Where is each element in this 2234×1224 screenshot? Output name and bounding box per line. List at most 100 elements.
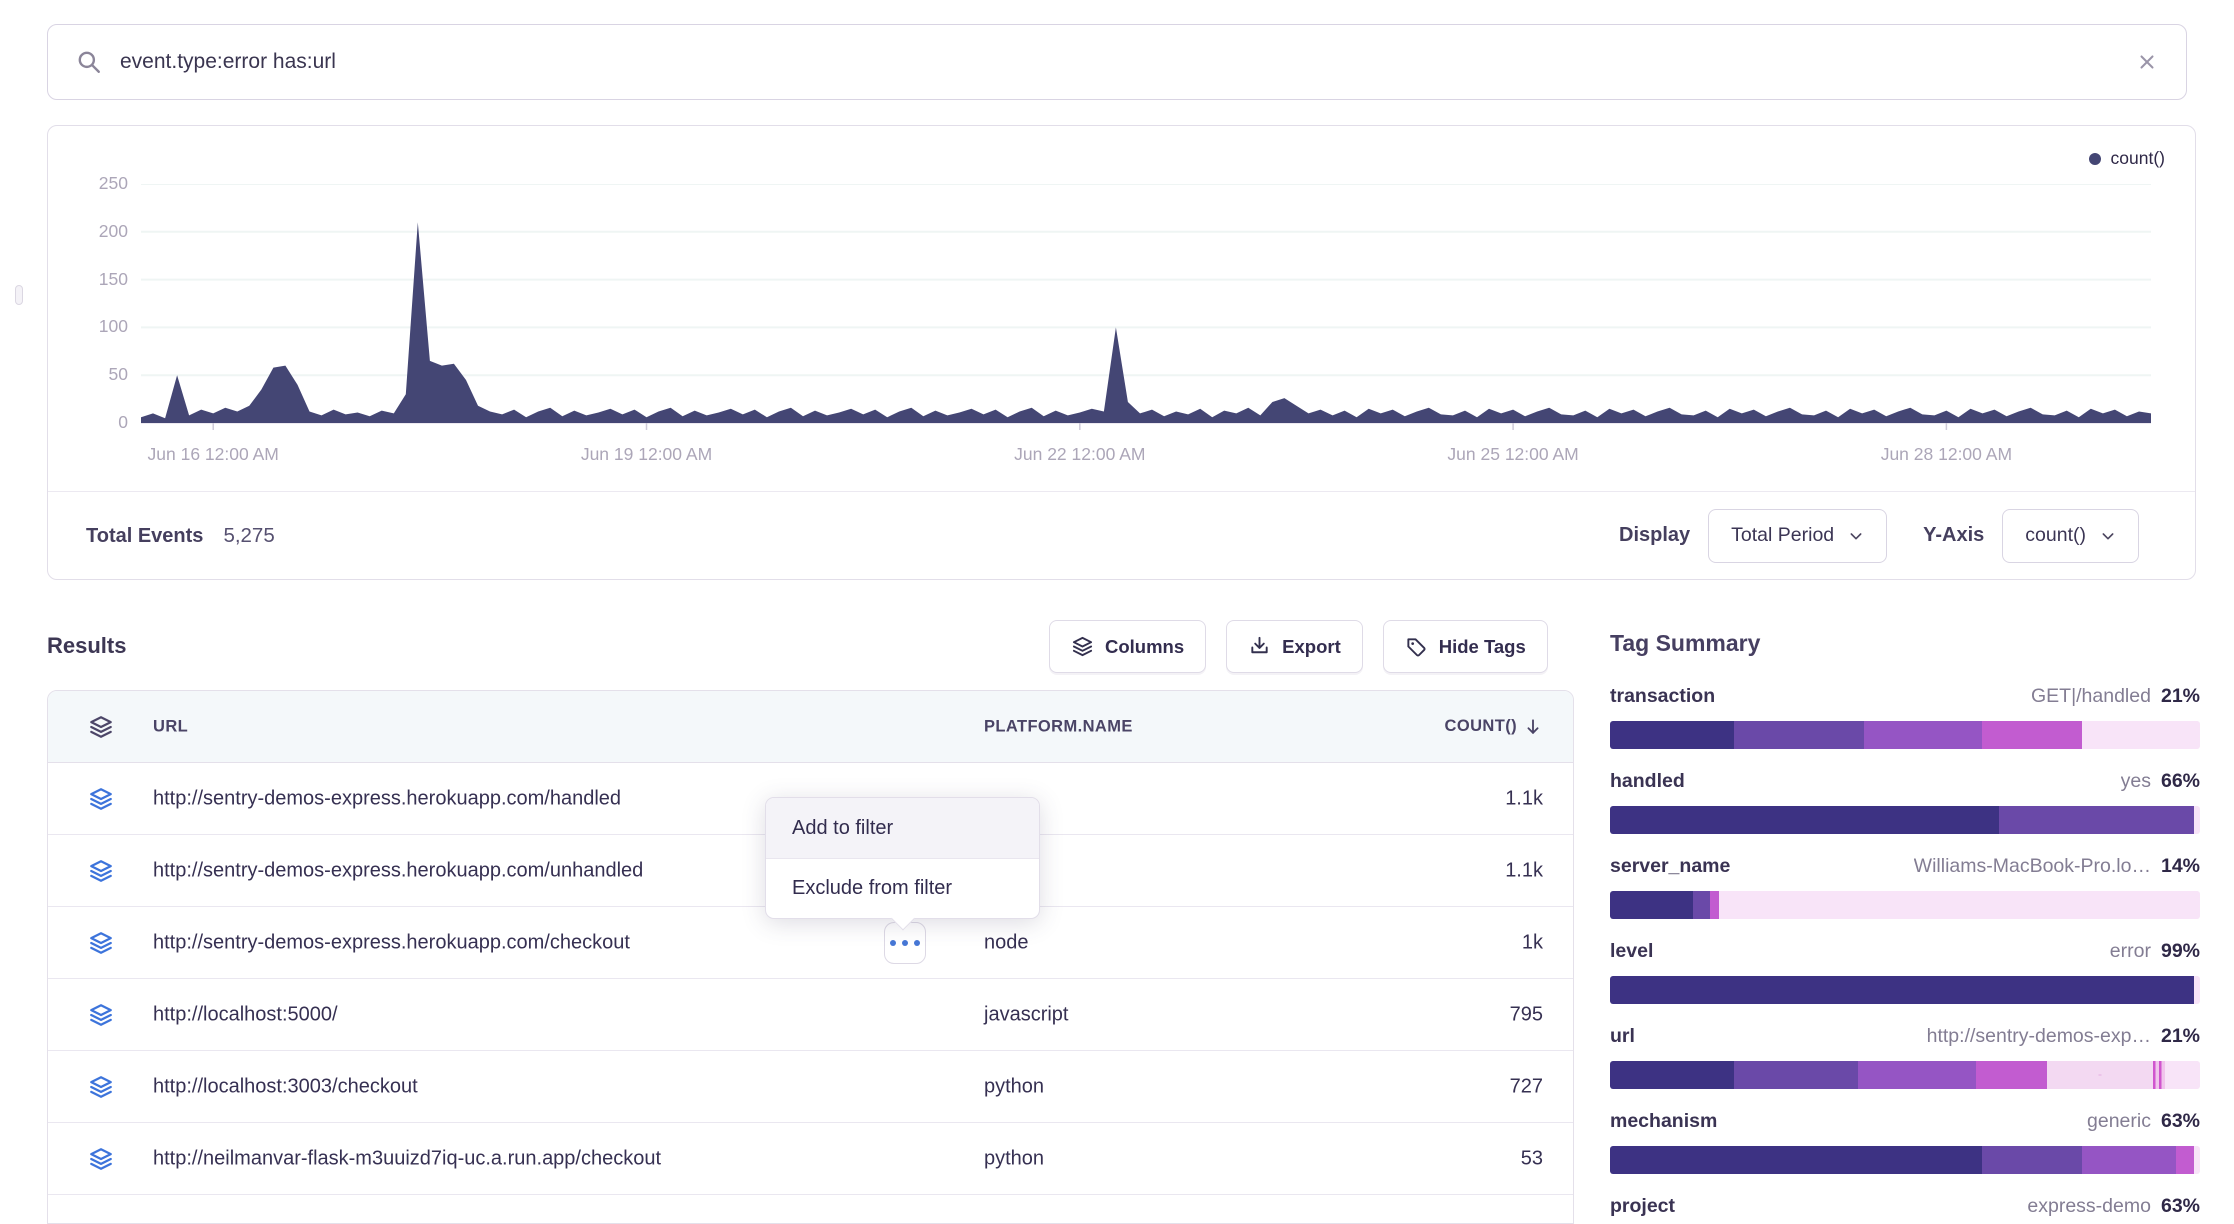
tag-bar-segment[interactable] bbox=[2165, 1061, 2200, 1089]
tag-percent: 21% bbox=[2161, 1025, 2200, 1048]
tag-bar-segment[interactable] bbox=[1710, 891, 1719, 919]
chart-footer: Total Events 5,275 Display Total Period … bbox=[48, 491, 2195, 579]
tag-bar-segment[interactable] bbox=[2176, 1146, 2194, 1174]
y-axis-tick-label: 100 bbox=[66, 316, 128, 337]
url-cell[interactable]: http://sentry-demos-express.herokuapp.co… bbox=[153, 787, 621, 810]
tag-bar-segment[interactable] bbox=[2194, 1146, 2200, 1174]
tag-distribution-bar[interactable] bbox=[1610, 1146, 2200, 1174]
tag-bar-segment[interactable] bbox=[1976, 1061, 2047, 1089]
tag-name: level bbox=[1610, 940, 1653, 963]
menu-item-add-to-filter[interactable]: Add to filter bbox=[766, 798, 1039, 858]
total-events-label: Total Events bbox=[86, 525, 203, 548]
tag-top-value: error bbox=[2110, 940, 2151, 963]
sort-desc-icon bbox=[1523, 717, 1543, 737]
tag-bar-segment[interactable] bbox=[1719, 891, 2200, 919]
tag-bar-segment[interactable] bbox=[1858, 1061, 1976, 1089]
tag-bar-segment[interactable] bbox=[1610, 721, 1734, 749]
columns-button[interactable]: Columns bbox=[1049, 620, 1206, 673]
search-bar[interactable] bbox=[47, 24, 2187, 100]
platform-cell: python bbox=[984, 1147, 1044, 1170]
table-row[interactable]: http://localhost:5000/ javascript 795 bbox=[48, 979, 1573, 1051]
tag-bar-segment[interactable] bbox=[1610, 1146, 1982, 1174]
drilldown-stack-icon[interactable] bbox=[88, 1146, 114, 1172]
x-axis-tick-label: Jun 28 12:00 AM bbox=[1881, 444, 2012, 465]
tag-bar-segment[interactable] bbox=[1982, 1146, 2082, 1174]
clear-search-icon[interactable] bbox=[2136, 51, 2158, 73]
y-axis-tick-label: 50 bbox=[66, 364, 128, 385]
tag-distribution-bar[interactable] bbox=[1610, 976, 2200, 1004]
tag-summary: Tag Summary transaction GET|/handled21% … bbox=[1610, 630, 2200, 1224]
tag-distribution-bar[interactable] bbox=[1610, 721, 2200, 749]
drilldown-stack-icon[interactable] bbox=[88, 1002, 114, 1028]
tag-bar-segment[interactable] bbox=[2194, 976, 2200, 1004]
y-axis-tick-label: 150 bbox=[66, 269, 128, 290]
tag-icon bbox=[1405, 635, 1428, 658]
layers-icon bbox=[1071, 635, 1094, 658]
yaxis-dropdown[interactable]: count() bbox=[2002, 509, 2139, 563]
download-icon bbox=[1248, 635, 1271, 658]
tag-bar-segment[interactable] bbox=[1610, 891, 1693, 919]
tag-name: project bbox=[1610, 1195, 1675, 1218]
display-dropdown[interactable]: Total Period bbox=[1708, 509, 1887, 563]
url-cell[interactable]: http://localhost:3003/checkout bbox=[153, 1075, 418, 1098]
drilldown-stack-icon[interactable] bbox=[88, 930, 114, 956]
count-cell: 795 bbox=[1510, 1003, 1543, 1026]
tag-bar-segment[interactable] bbox=[2153, 1061, 2165, 1089]
tag-bar-segment[interactable] bbox=[1734, 1061, 1858, 1089]
legend-label: count() bbox=[2111, 148, 2165, 169]
x-axis-tick-label: Jun 19 12:00 AM bbox=[581, 444, 712, 465]
tag-top-value: Williams-MacBook-Pro.lo… bbox=[1914, 855, 2151, 878]
count-cell: 53 bbox=[1521, 1147, 1543, 1170]
tag-entry-level: level error 99% bbox=[1610, 940, 2200, 1004]
drilldown-stack-icon[interactable] bbox=[88, 858, 114, 884]
count-cell: 1.1k bbox=[1505, 787, 1543, 810]
tag-percent: 99% bbox=[2161, 940, 2200, 963]
url-cell[interactable]: http://sentry-demos-express.herokuapp.co… bbox=[153, 931, 630, 954]
drilldown-stack-icon[interactable] bbox=[88, 1074, 114, 1100]
tag-bar-segment[interactable] bbox=[2194, 806, 2200, 834]
tag-name: transaction bbox=[1610, 685, 1715, 708]
column-header-url[interactable]: URL bbox=[153, 717, 188, 736]
column-header-count[interactable]: COUNT() bbox=[1445, 717, 1543, 737]
url-cell[interactable]: http://localhost:5000/ bbox=[153, 1003, 338, 1026]
tag-bar-segment[interactable] bbox=[1734, 721, 1864, 749]
table-row[interactable]: http://neilmanvar-flask-m3uuizd7iq-uc.a.… bbox=[48, 1123, 1573, 1195]
y-axis-tick-label: 200 bbox=[66, 221, 128, 242]
tag-bar-segment[interactable] bbox=[2082, 721, 2200, 749]
tag-bar-segment[interactable] bbox=[1982, 721, 2082, 749]
tag-bar-segment[interactable] bbox=[1693, 891, 1711, 919]
stack-icon[interactable] bbox=[88, 714, 114, 740]
tag-bar-segment[interactable] bbox=[1999, 806, 2194, 834]
sidebar-collapse-handle[interactable] bbox=[15, 285, 23, 305]
tag-bar-segment[interactable] bbox=[1864, 721, 1982, 749]
tag-entry-url: url http://sentry-demos-exp…21% bbox=[1610, 1025, 2200, 1089]
column-header-count-label: COUNT() bbox=[1445, 717, 1517, 736]
tag-bar-segment[interactable] bbox=[2047, 1061, 2153, 1089]
chevron-down-icon bbox=[2100, 528, 2116, 544]
url-cell[interactable]: http://sentry-demos-express.herokuapp.co… bbox=[153, 859, 643, 882]
tag-entry-handled: handled yes66% bbox=[1610, 770, 2200, 834]
search-input[interactable] bbox=[120, 50, 2136, 74]
tag-bar-segment[interactable] bbox=[2082, 1146, 2176, 1174]
tag-distribution-bar[interactable] bbox=[1610, 1061, 2200, 1089]
columns-button-label: Columns bbox=[1105, 636, 1184, 658]
platform-cell: python bbox=[984, 1075, 1044, 1098]
export-button[interactable]: Export bbox=[1226, 620, 1363, 673]
drilldown-stack-icon[interactable] bbox=[88, 786, 114, 812]
url-cell[interactable]: http://neilmanvar-flask-m3uuizd7iq-uc.a.… bbox=[153, 1147, 661, 1170]
tag-entry-project: project express-demo63% bbox=[1610, 1195, 2200, 1224]
tag-percent: 63% bbox=[2161, 1110, 2200, 1133]
table-row[interactable]: http://localhost:3003/checkout python 72… bbox=[48, 1051, 1573, 1123]
events-area-chart[interactable] bbox=[141, 184, 2151, 431]
tag-distribution-bar[interactable] bbox=[1610, 806, 2200, 834]
yaxis-label: Y-Axis bbox=[1923, 524, 1984, 547]
tag-percent: 66% bbox=[2161, 770, 2200, 793]
column-header-platform[interactable]: PLATFORM.NAME bbox=[984, 717, 1133, 736]
tag-summary-title: Tag Summary bbox=[1610, 630, 2200, 664]
tag-top-value: GET|/handled bbox=[2031, 685, 2151, 708]
tag-distribution-bar[interactable] bbox=[1610, 891, 2200, 919]
tag-bar-segment[interactable] bbox=[1610, 806, 1999, 834]
tag-bar-segment[interactable] bbox=[1610, 1061, 1734, 1089]
hide-tags-button[interactable]: Hide Tags bbox=[1383, 620, 1548, 673]
tag-bar-segment[interactable] bbox=[1610, 976, 2194, 1004]
